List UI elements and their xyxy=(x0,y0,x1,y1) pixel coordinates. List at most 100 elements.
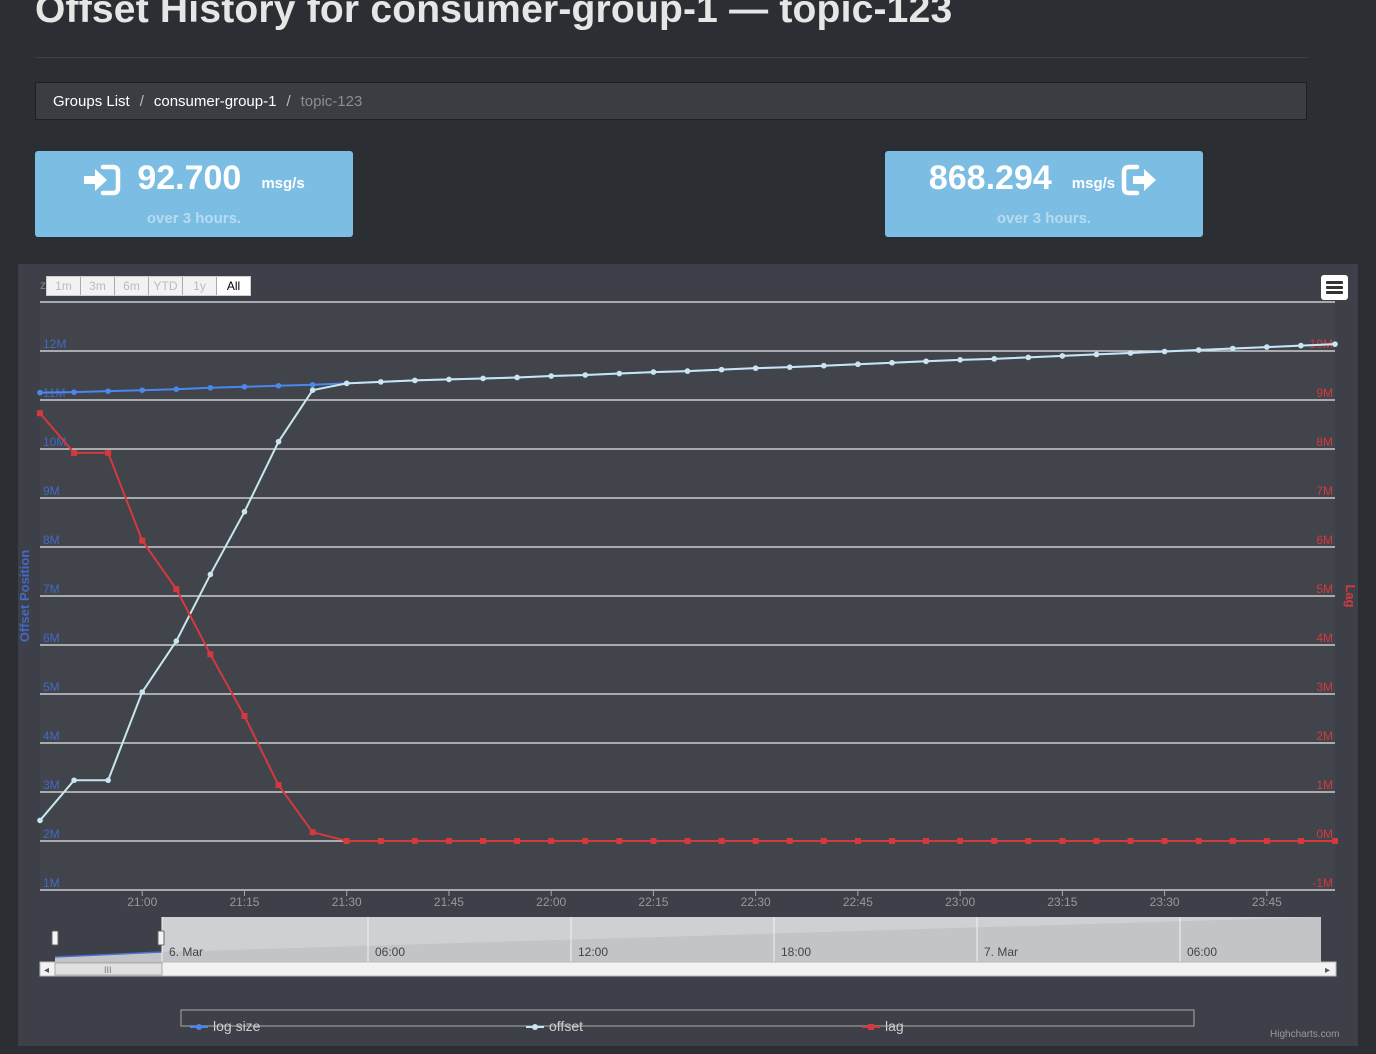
left-axis-tick-label: 1M xyxy=(43,876,60,890)
lag-point xyxy=(752,838,759,844)
lag-point xyxy=(71,449,78,456)
offset-point xyxy=(1161,348,1168,355)
stat-out-unit: msg/s xyxy=(1071,175,1116,192)
offset-point xyxy=(752,365,759,371)
lag-point xyxy=(275,782,282,789)
offset-point xyxy=(548,373,554,379)
lag-point xyxy=(411,838,418,844)
page-title: Offset History for consumer-group-1 — to… xyxy=(35,0,953,31)
range-selector: 1m 3m 6m YTD 1y All xyxy=(46,276,251,296)
sign-out-icon xyxy=(1121,164,1159,196)
x-axis-tick-label: 22:00 xyxy=(536,895,566,909)
sign-in-icon xyxy=(83,164,121,196)
offset-point xyxy=(173,638,180,644)
offset-point xyxy=(821,362,827,369)
offset-point xyxy=(786,364,793,370)
offset-point xyxy=(1127,350,1134,356)
navigator-label: 12:00 xyxy=(578,945,608,959)
offset-point xyxy=(1229,345,1236,352)
lag-point xyxy=(1229,838,1236,844)
log-size-point xyxy=(275,382,282,389)
lag-point xyxy=(1195,838,1202,844)
lag-point xyxy=(616,838,623,844)
breadcrumb-separator: / xyxy=(286,92,291,110)
range-button-3m[interactable]: 3m xyxy=(81,277,115,295)
range-selector-leading-label: z xyxy=(40,278,46,292)
navigator-label: 7. Mar xyxy=(984,945,1018,959)
navigator-label: 06:00 xyxy=(375,945,405,959)
log-size-point xyxy=(37,389,43,396)
breadcrumb-topic: topic-123 xyxy=(300,92,363,110)
navigator-handle-right xyxy=(157,930,165,946)
lag-point xyxy=(1127,838,1134,844)
stat-out-subtitle: over 3 hours. xyxy=(996,210,1092,227)
breadcrumb: Groups List / consumer-group-1 / topic-1… xyxy=(35,82,1307,120)
left-axis-tick-label: 3M xyxy=(43,778,60,792)
offset-point xyxy=(480,375,486,382)
scrollbar-left-arrow: ◂ xyxy=(44,965,49,976)
lag-point xyxy=(343,838,350,844)
lag-point xyxy=(1332,838,1338,844)
stat-in-unit: msg/s xyxy=(261,175,305,192)
offset-point xyxy=(1264,344,1270,350)
log-size-point xyxy=(241,383,248,390)
range-button-all[interactable]: All xyxy=(217,277,250,295)
legend-swatch-marker xyxy=(532,1024,538,1030)
offset-point xyxy=(616,370,623,377)
breadcrumb-group[interactable]: consumer-group-1 xyxy=(153,92,277,110)
offset-point xyxy=(582,372,589,378)
offset-point xyxy=(139,689,146,695)
stat-box-out: 868.294 msg/s over 3 hours. xyxy=(885,151,1203,237)
x-axis-tick-label: 23:30 xyxy=(1150,895,1180,909)
offset-point xyxy=(718,366,725,373)
offset-point xyxy=(207,571,214,578)
legend-item-lag: lag xyxy=(885,1018,904,1034)
navigator-label: 06:00 xyxy=(1187,945,1217,959)
scrollbar-thumb xyxy=(54,962,163,976)
lag-point xyxy=(105,449,112,456)
right-axis-tick-label: -1M xyxy=(1312,876,1333,890)
left-axis-tick-label: 6M xyxy=(43,631,60,645)
lag-point xyxy=(377,838,384,844)
x-axis-tick-label: 23:45 xyxy=(1252,895,1282,909)
left-axis-tick-label: 9M xyxy=(43,484,60,498)
x-axis-tick-label: 21:45 xyxy=(434,895,464,909)
range-button-6m[interactable]: 6m xyxy=(115,277,149,295)
x-axis-tick-label: 21:00 xyxy=(127,895,157,909)
lag-point xyxy=(786,838,793,844)
lag-point xyxy=(309,829,316,836)
lag-point xyxy=(173,586,180,593)
right-axis-tick-label: 1M xyxy=(1316,778,1333,792)
log-size-point xyxy=(207,384,214,391)
left-axis-tick-label: 4M xyxy=(43,729,60,743)
breadcrumb-groups-list[interactable]: Groups List xyxy=(53,92,130,110)
lag-point xyxy=(684,838,691,844)
offset-point xyxy=(1195,347,1202,353)
hamburger-menu-icon[interactable] xyxy=(1321,275,1348,300)
range-button-1m[interactable]: 1m xyxy=(47,277,81,295)
lag-point xyxy=(514,838,521,844)
x-axis-tick-label: 22:15 xyxy=(638,895,668,909)
left-axis-tick-label: 7M xyxy=(43,582,60,596)
right-axis-tick-label: 2M xyxy=(1316,729,1333,743)
log-size-point xyxy=(309,382,316,388)
scrollbar-right-arrow: ▸ xyxy=(1325,965,1330,976)
offset-point xyxy=(855,361,861,368)
range-button-1y[interactable]: 1y xyxy=(183,277,217,295)
navigator-label: 18:00 xyxy=(781,945,811,959)
lag-point xyxy=(991,838,998,844)
lag-point xyxy=(1161,838,1168,844)
navigator-label: 6. Mar xyxy=(169,945,203,959)
lag-point xyxy=(1059,838,1066,844)
lag-point xyxy=(1025,838,1032,844)
offset-point xyxy=(957,357,963,363)
offset-point xyxy=(71,777,77,784)
left-axis-title: Offset Position xyxy=(17,550,32,643)
range-button-ytd[interactable]: YTD xyxy=(149,277,183,295)
right-axis-tick-label: 3M xyxy=(1316,680,1333,694)
offset-point xyxy=(1059,353,1066,359)
scrollbar-track xyxy=(39,961,1337,977)
lag-point xyxy=(718,838,725,844)
legend-box xyxy=(180,1009,1195,1027)
left-axis-tick-label: 8M xyxy=(43,533,60,547)
